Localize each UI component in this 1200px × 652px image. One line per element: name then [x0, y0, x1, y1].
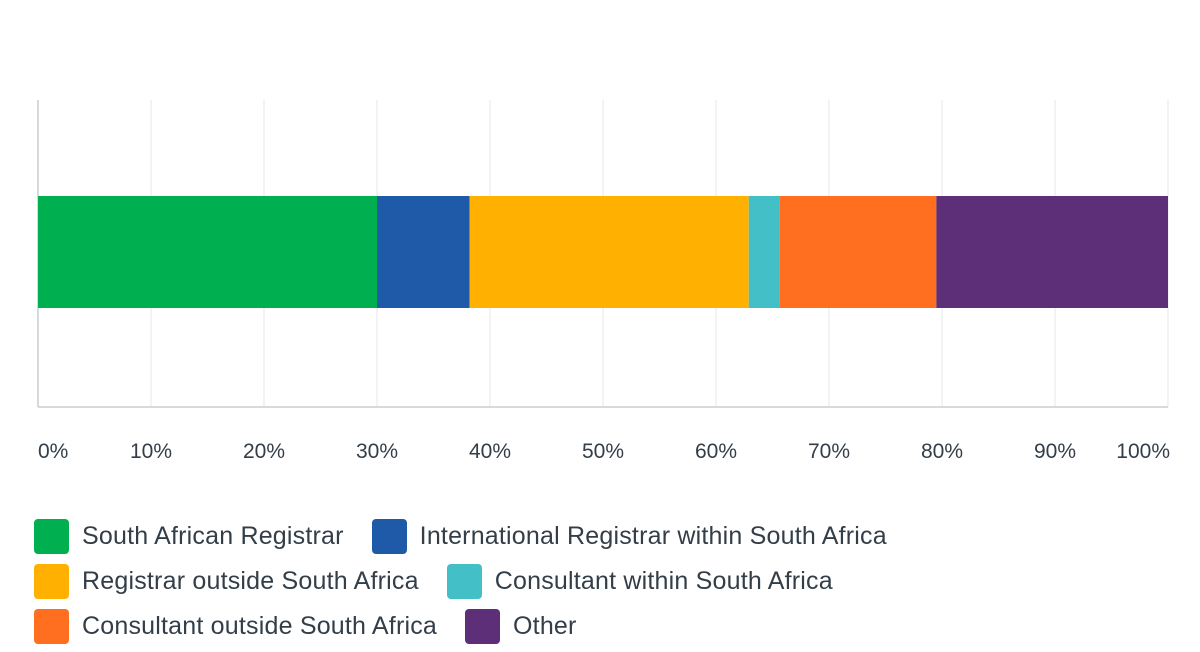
legend-label: Consultant outside South Africa	[82, 612, 438, 640]
x-tick-label: 30%	[356, 440, 398, 463]
legend-row: South African Registrar International Reg…	[34, 514, 1174, 559]
bar-segment-2	[377, 196, 470, 308]
legend-swatch	[371, 519, 407, 554]
x-tick-label: 60%	[695, 440, 737, 463]
legend-label: International Registrar within South Afr…	[419, 522, 887, 550]
x-tick-label: 90%	[1034, 440, 1076, 463]
legend: South African Registrar International Reg…	[34, 514, 1174, 649]
legend-item: International Registrar within South Afr…	[371, 519, 887, 554]
legend-row: Registrar outside South Africa Consultant…	[34, 559, 1174, 604]
legend-label: Consultant within South Africa	[494, 567, 833, 595]
legend-swatch	[446, 564, 482, 599]
legend-swatch	[34, 564, 69, 599]
legend-item: Consultant outside South Africa	[34, 609, 437, 644]
bar-segment-1	[38, 196, 377, 308]
legend-label: South African Registrar	[82, 522, 344, 550]
x-tick-label: 100%	[1116, 440, 1170, 463]
x-tick-label: 20%	[243, 440, 285, 463]
x-tick-label: 10%	[130, 440, 172, 463]
legend-swatch	[34, 519, 69, 554]
legend-item: Consultant within South Africa	[446, 564, 833, 599]
x-tick-label: 0%	[38, 440, 68, 463]
x-tick-label: 80%	[921, 440, 963, 463]
x-tick-label: 40%	[469, 440, 511, 463]
legend-item: Other	[465, 609, 577, 644]
bar-segment-3	[469, 196, 749, 308]
legend-item: South African Registrar	[34, 519, 344, 554]
bar-segment-4	[748, 196, 780, 308]
x-tick-label: 50%	[582, 440, 624, 463]
legend-swatch	[34, 609, 69, 644]
legend-item: Registrar outside South Africa	[34, 564, 419, 599]
legend-label: Other	[513, 612, 577, 640]
legend-row: Consultant outside South Africa Other	[34, 604, 1174, 649]
bar-segment-6	[936, 196, 1168, 308]
legend-label: Registrar outside South Africa	[82, 567, 419, 595]
x-tick-label: 70%	[808, 440, 850, 463]
legend-swatch	[465, 609, 501, 644]
bar-segment-5	[779, 196, 937, 308]
